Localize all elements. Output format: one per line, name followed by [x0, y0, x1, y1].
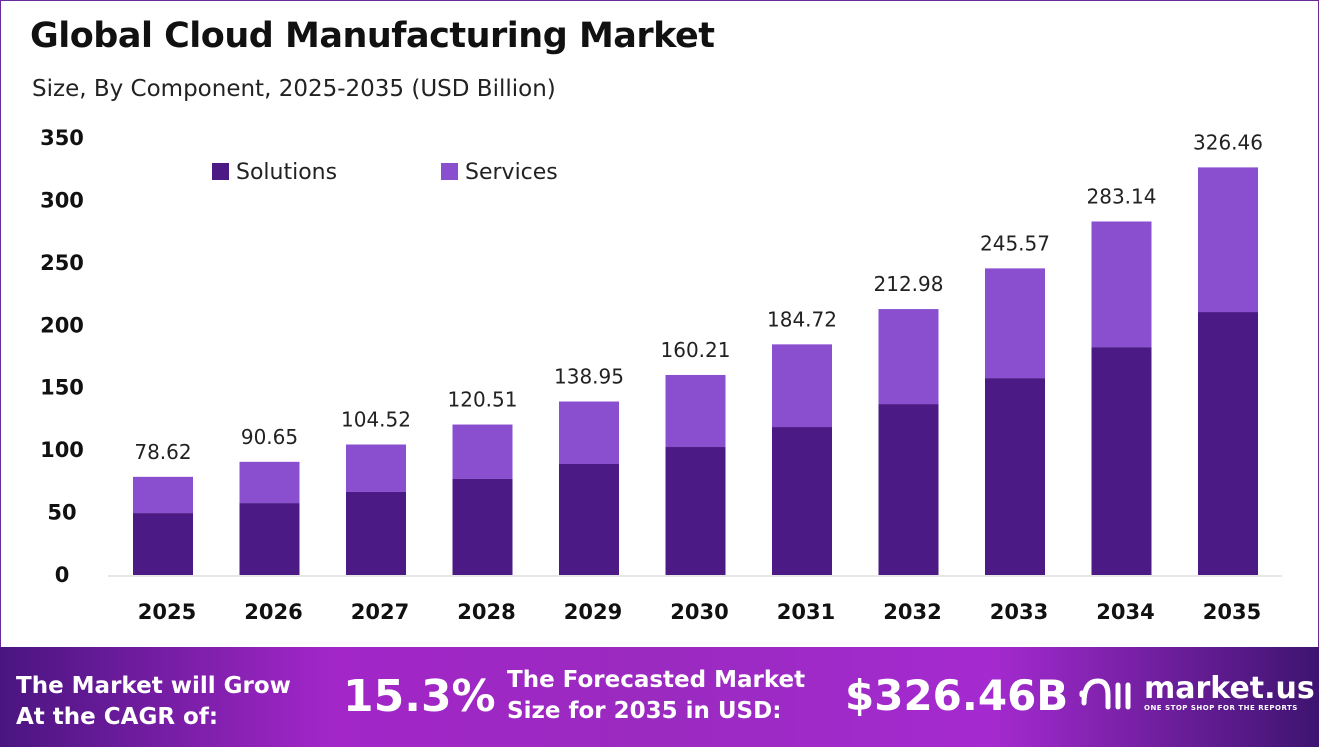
market-us-logo: market.us ONE STOP SHOP FOR THE REPORTS — [1078, 673, 1315, 713]
total-label: 245.57 — [980, 231, 1050, 255]
x-tick-label: 2028 — [457, 600, 515, 624]
forecast-label-line1: The Forecasted Market — [507, 667, 806, 693]
bar-solutions-2028 — [452, 478, 513, 575]
x-tick-label: 2035 — [1203, 600, 1261, 624]
legend-label-solutions: Solutions — [236, 160, 337, 185]
legend: Solutions Services — [212, 160, 558, 185]
chart-title: Global Cloud Manufacturing Market — [30, 16, 715, 56]
bar-services-2033 — [985, 268, 1045, 379]
bar-solutions-2031 — [772, 427, 832, 575]
legend-swatch-services — [441, 163, 458, 180]
forecast-label: The Forecasted Market Size for 2035 in U… — [507, 665, 805, 727]
bar-solutions-2025 — [133, 513, 193, 575]
total-label: 212.98 — [874, 272, 944, 296]
bar-solutions-2034 — [1091, 347, 1152, 575]
bar-solutions-2032 — [878, 404, 939, 575]
footer-banner: The Market will Grow At the CAGR of: 15.… — [0, 647, 1319, 747]
total-label: 104.52 — [341, 407, 411, 431]
cagr-label-line2: At the CAGR of: — [16, 704, 219, 730]
bar-solutions-2029 — [559, 464, 619, 575]
bar-services-2035 — [1198, 167, 1258, 313]
x-tick-label: 2031 — [777, 600, 835, 624]
bar-solutions-2026 — [239, 503, 300, 575]
y-tick-label: 200 — [40, 313, 84, 337]
logo-text: market.us — [1144, 671, 1315, 706]
bar-services-2031 — [772, 344, 832, 428]
bar-solutions-2030 — [665, 447, 726, 575]
bar-solutions-2027 — [346, 491, 406, 575]
total-label: 138.95 — [554, 365, 624, 389]
legend-swatch-solutions — [212, 163, 229, 180]
y-tick-label: 350 — [40, 126, 84, 150]
bar-services-2028 — [452, 424, 513, 479]
cagr-label-line1: The Market will Grow — [16, 673, 291, 699]
x-tick-label: 2030 — [670, 600, 728, 624]
x-tick-label: 2025 — [138, 600, 196, 624]
y-tick-label: 50 — [47, 501, 76, 525]
bar-services-2027 — [346, 444, 406, 492]
y-axis: 0 50 100 150 200 250 300 350 — [40, 126, 84, 587]
bar-services-2032 — [878, 309, 939, 405]
legend-label-services: Services — [465, 160, 558, 185]
cagr-label: The Market will Grow At the CAGR of: — [16, 671, 291, 733]
total-label: 160.21 — [661, 338, 731, 362]
cagr-value: 15.3% — [343, 671, 496, 722]
total-label: 326.46 — [1193, 130, 1263, 154]
total-label: 78.62 — [134, 440, 191, 464]
total-label: 120.51 — [448, 388, 518, 412]
bar-services-2026 — [239, 461, 300, 504]
forecast-value: $326.46B — [845, 671, 1069, 720]
x-tick-label: 2032 — [883, 600, 941, 624]
bar-solutions-2033 — [985, 378, 1045, 575]
y-tick-label: 250 — [40, 251, 84, 275]
forecast-label-line2: Size for 2035 in USD: — [507, 698, 782, 724]
total-label: 90.65 — [241, 425, 298, 449]
total-label: 283.14 — [1087, 184, 1157, 208]
total-label: 184.72 — [767, 307, 837, 331]
bar-services-2030 — [665, 374, 726, 448]
x-tick-label: 2034 — [1096, 600, 1154, 624]
y-tick-label: 300 — [40, 188, 84, 212]
logo-icon — [1079, 678, 1131, 710]
y-tick-label: 150 — [40, 376, 84, 400]
bars: 78.62 2025 90.65 2026 104.52 2027 120.51 2028 13… — [133, 130, 1263, 624]
x-tick-label: 2033 — [990, 600, 1048, 624]
bar-solutions-2035 — [1198, 312, 1258, 575]
bar-services-2029 — [559, 401, 619, 465]
x-tick-label: 2029 — [564, 600, 622, 624]
x-tick-label: 2026 — [244, 600, 302, 624]
bar-services-2034 — [1091, 221, 1152, 348]
bar-chart: 0 50 100 150 200 250 300 350 78.62 2025 90.65 2026… — [40, 126, 1282, 624]
logo-tagline: ONE STOP SHOP FOR THE REPORTS — [1144, 704, 1298, 712]
y-tick-label: 100 — [40, 438, 84, 462]
bar-services-2025 — [133, 476, 193, 514]
chart-subtitle: Size, By Component, 2025-2035 (USD Billi… — [32, 76, 556, 102]
y-tick-label: 0 — [55, 563, 70, 587]
x-tick-label: 2027 — [351, 600, 409, 624]
